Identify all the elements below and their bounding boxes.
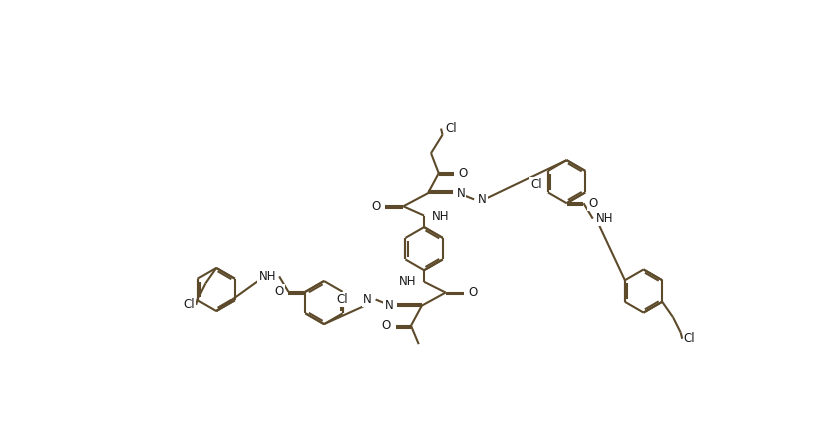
Text: Cl: Cl xyxy=(445,122,456,135)
Text: O: O xyxy=(468,286,477,299)
Text: NH: NH xyxy=(258,270,276,283)
Text: N: N xyxy=(384,299,393,312)
Text: Cl: Cl xyxy=(337,293,348,306)
Text: O: O xyxy=(458,167,468,180)
Text: O: O xyxy=(370,200,380,213)
Text: Cl: Cl xyxy=(183,298,194,311)
Text: Cl: Cl xyxy=(529,178,541,191)
Text: NH: NH xyxy=(595,212,613,225)
Text: NH: NH xyxy=(432,210,449,223)
Text: O: O xyxy=(382,319,391,332)
Text: O: O xyxy=(587,197,596,210)
Text: Cl: Cl xyxy=(683,332,695,345)
Text: N: N xyxy=(456,187,464,200)
Text: NH: NH xyxy=(398,275,416,287)
Text: N: N xyxy=(477,193,486,206)
Text: O: O xyxy=(274,285,283,298)
Text: N: N xyxy=(363,293,371,306)
